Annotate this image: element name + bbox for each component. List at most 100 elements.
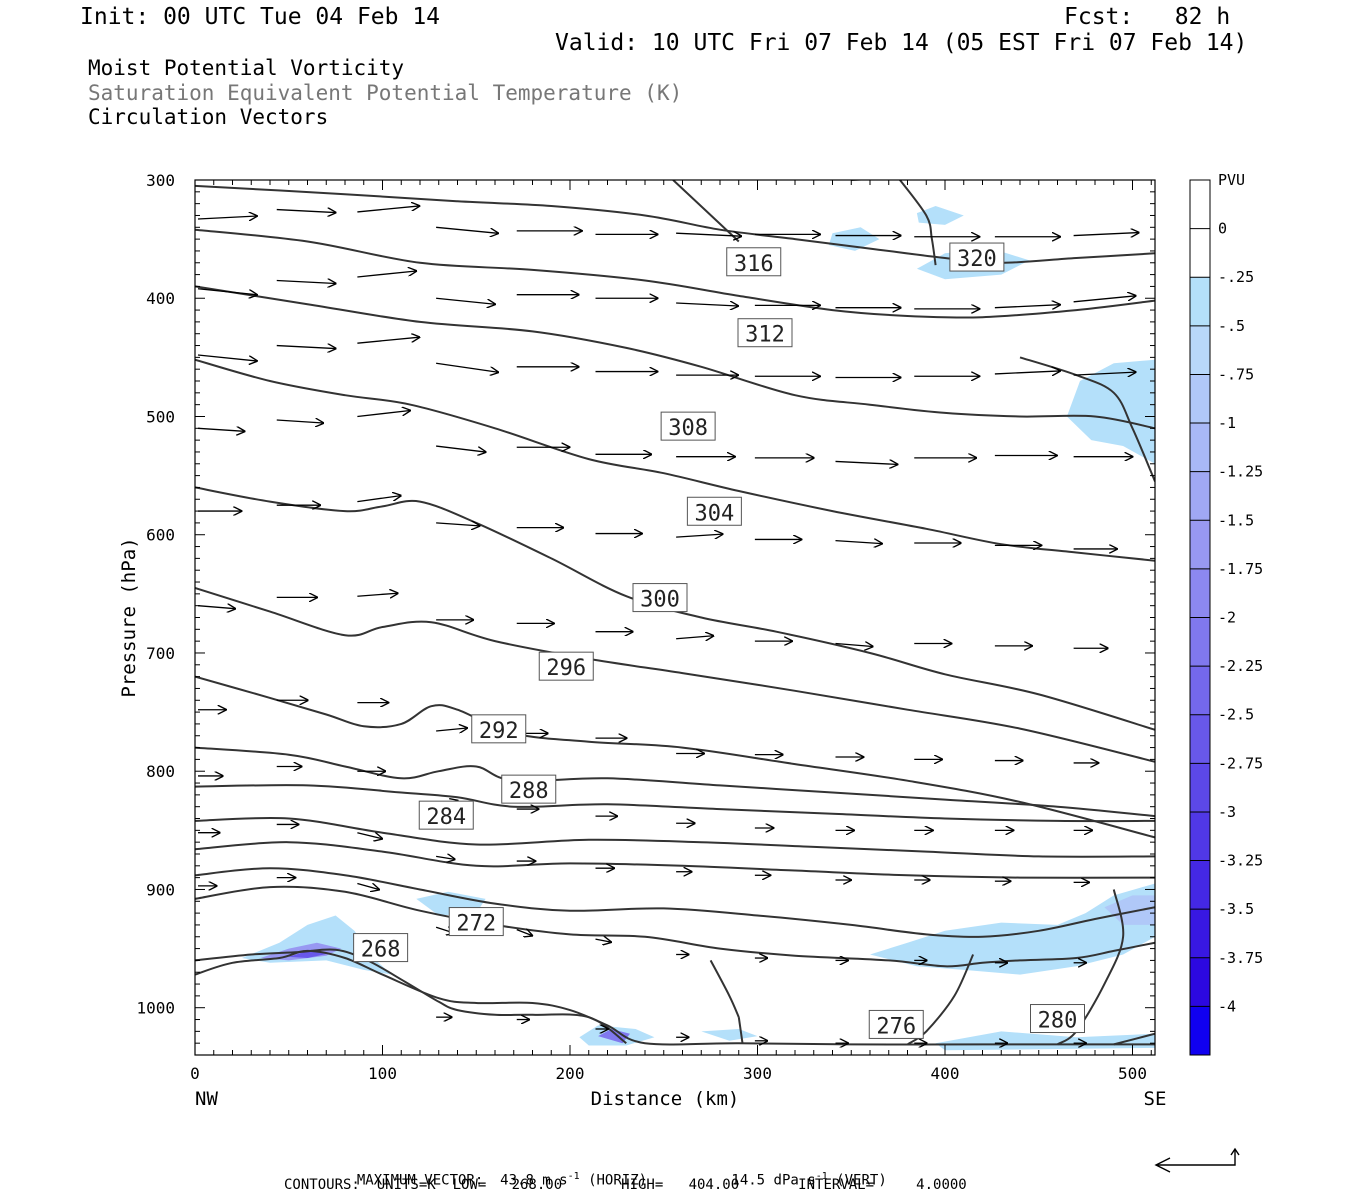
contour-label-text: 284 bbox=[426, 805, 466, 830]
contour-label-box bbox=[949, 242, 1005, 272]
colorbar-label: -3.25 bbox=[1218, 852, 1263, 870]
contour-label: 296 bbox=[538, 651, 594, 681]
circulation-vector bbox=[595, 939, 612, 942]
colorbar-swatch bbox=[1190, 860, 1210, 910]
x-axis-title: Distance (km) bbox=[591, 1088, 740, 1110]
circulation-vector bbox=[197, 288, 257, 295]
colorbar-label: -2.5 bbox=[1218, 706, 1254, 724]
contour-label-box bbox=[737, 318, 793, 348]
theta-es-line bbox=[737, 1017, 744, 1044]
colorbar-label: -3.75 bbox=[1218, 949, 1263, 967]
circulation-vector bbox=[1073, 372, 1136, 375]
pv-patch bbox=[935, 1031, 1155, 1051]
contour-info: CONTOURS: UNITS=K LOW= 268.00 HIGH= 404.… bbox=[284, 1177, 967, 1193]
max-vector-label: MAXIMUM VECTOR: bbox=[356, 1172, 484, 1189]
circulation-vector bbox=[436, 297, 495, 304]
contour-label-box bbox=[660, 411, 716, 441]
colorbar-label: -1.5 bbox=[1218, 511, 1254, 529]
contour-label: 280 bbox=[1030, 1004, 1085, 1034]
colorbar-label: -3 bbox=[1218, 803, 1236, 821]
circulation-vector bbox=[357, 206, 419, 213]
contour-label-text: 272 bbox=[456, 912, 496, 937]
theta-es-line bbox=[709, 959, 740, 1018]
circulation-vector bbox=[676, 303, 738, 306]
circulation-vector bbox=[835, 644, 873, 647]
x-tick-label: 300 bbox=[743, 1064, 772, 1083]
circulation-vector bbox=[357, 271, 416, 278]
circulation-vector bbox=[1073, 233, 1139, 236]
theta-es-line bbox=[195, 486, 1155, 731]
circulation-vector bbox=[516, 930, 533, 936]
colorbar-label: -1 bbox=[1218, 414, 1236, 432]
circulation-vector bbox=[276, 281, 336, 284]
theta-es-line bbox=[195, 816, 1155, 858]
colorbar-label: -3.5 bbox=[1218, 900, 1254, 918]
max-vert-exponent: -1 bbox=[815, 1171, 828, 1182]
theta-es-line bbox=[195, 285, 1155, 430]
colorbar-swatch bbox=[1190, 666, 1210, 715]
pv-shading bbox=[241, 206, 1155, 1051]
max-vert-value: 14.5 dPa s bbox=[731, 1172, 816, 1189]
y-tick-label: 700 bbox=[146, 644, 175, 663]
circulation-vector bbox=[835, 541, 883, 544]
colorbar-swatch bbox=[1190, 180, 1210, 229]
y-tick-label: 400 bbox=[146, 289, 175, 308]
theta-es-line bbox=[195, 867, 1155, 938]
colorbar-label: -4 bbox=[1218, 997, 1236, 1015]
colorbar-swatch bbox=[1190, 714, 1210, 764]
contour-label-text: 320 bbox=[957, 247, 997, 272]
colorbar-swatch bbox=[1190, 374, 1210, 424]
circulation-vector bbox=[994, 305, 1060, 308]
contour-label-box bbox=[868, 1009, 924, 1039]
theta-es-line bbox=[195, 746, 1155, 818]
pv-patch bbox=[701, 1029, 758, 1041]
contour-label-box bbox=[448, 907, 504, 937]
circulation-vector bbox=[835, 461, 898, 464]
y-tick-label: 800 bbox=[146, 762, 175, 781]
colorbar-swatch bbox=[1190, 1006, 1210, 1055]
contour-label-text: 268 bbox=[361, 938, 401, 963]
colorbar-label: -.25 bbox=[1218, 268, 1254, 286]
circulation-vector bbox=[197, 428, 245, 431]
axes: 300 400 500 600 700 800 900 1000 0 100 200 300 400 50… bbox=[118, 171, 1166, 1110]
x-tick-label: 400 bbox=[931, 1064, 960, 1083]
field-title-vectors: Circulation Vectors bbox=[88, 105, 329, 129]
init-time: Init: 00 UTC Tue 04 Feb 14 bbox=[80, 4, 441, 30]
contour-label-text: 316 bbox=[734, 252, 774, 277]
circulation-vector bbox=[357, 337, 419, 344]
colorbar-swatch bbox=[1190, 471, 1210, 521]
circulation-vector bbox=[1073, 296, 1136, 303]
theta-es-line bbox=[195, 784, 1155, 823]
colorbar-label: -.75 bbox=[1218, 365, 1254, 383]
contour-label: 284 bbox=[418, 800, 474, 830]
contour-label: 288 bbox=[501, 774, 557, 804]
theta-es-line bbox=[195, 675, 1155, 839]
contour-label: 316 bbox=[726, 247, 782, 277]
contour-label-text: 288 bbox=[509, 779, 549, 804]
colorbar-swatch bbox=[1190, 423, 1210, 472]
circulation-vector bbox=[197, 354, 257, 361]
contour-label: 304 bbox=[686, 496, 742, 526]
theta-es-line bbox=[906, 954, 975, 1046]
theta-es-line bbox=[195, 885, 1155, 968]
y-tick-label: 300 bbox=[146, 171, 175, 190]
contour-label-box bbox=[1030, 1004, 1085, 1034]
circulation-vector bbox=[676, 534, 723, 537]
max-vector-line: MAXIMUM VECTOR: 43.8 m s-1 (HORIZ) 14.5 … bbox=[340, 1158, 887, 1188]
y-axis-title: Pressure (hPa) bbox=[118, 537, 140, 697]
valid-time: Valid: 10 UTC Fri 07 Feb 14 (05 EST Fri … bbox=[555, 30, 1248, 56]
circulation-vector bbox=[436, 856, 455, 859]
reference-vector-arrow bbox=[1154, 1147, 1240, 1173]
contour-label-box bbox=[353, 933, 409, 963]
x-tick-label: 0 bbox=[190, 1064, 200, 1083]
contour-label-text: 292 bbox=[479, 719, 519, 744]
contour-label-text: 304 bbox=[695, 501, 735, 526]
colorbar-swatch bbox=[1190, 228, 1210, 278]
theta-es-line bbox=[195, 841, 1155, 879]
circulation-vector bbox=[357, 882, 379, 890]
colorbar-label: -2.75 bbox=[1218, 754, 1263, 772]
theta-es-line bbox=[898, 180, 937, 266]
x-end-label-right: SE bbox=[1144, 1088, 1167, 1110]
circulation-vector bbox=[276, 210, 336, 213]
